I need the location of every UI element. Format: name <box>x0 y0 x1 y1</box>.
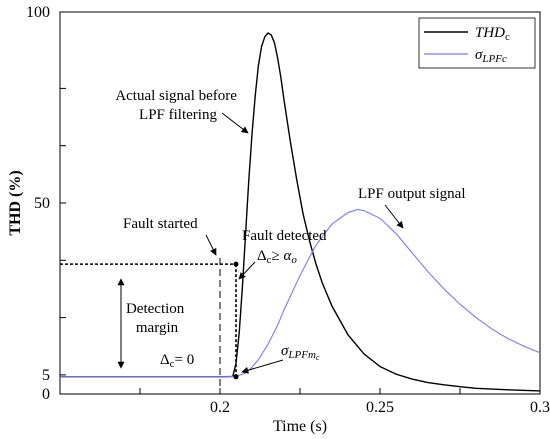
event-markers <box>233 261 239 380</box>
legend-label-thd: THDc <box>475 25 510 43</box>
annotation-fault-detected: Fault detected <box>242 228 327 244</box>
x-tick-label-2: 0.3 <box>530 399 550 416</box>
annotation-lpf-output: LPF output signal <box>358 186 466 202</box>
x-tick-label-1: 0.25 <box>366 399 394 416</box>
axis-ticks: 0.2 0.25 0.3 0 5 50 100 <box>26 4 550 416</box>
legend-box <box>418 17 536 69</box>
legend-label-lpf: σLPFc <box>475 47 507 65</box>
annotation-delta-ge-alpha: Δc≥ αo <box>257 248 297 266</box>
x-axis-label: Time (s) <box>273 418 327 435</box>
series-line-1 <box>60 208 541 378</box>
arrow-sigma-lpfm <box>241 359 284 374</box>
y-tick-label-1: 5 <box>42 367 50 384</box>
plot-frame <box>59 11 541 395</box>
y-tick-label-3: 100 <box>26 4 50 21</box>
arrow-actual-signal <box>221 112 249 134</box>
y-tick-label-2: 50 <box>34 195 50 212</box>
annotation-sigma-lpfm: σLPFmc <box>281 343 320 362</box>
lpf-min-point <box>233 374 239 380</box>
legend: THDc σLPFc <box>418 17 536 69</box>
arrow-lpf-output <box>384 204 404 229</box>
annotation-fault-started: Fault started <box>123 216 198 232</box>
detection-point <box>233 261 239 267</box>
y-axis-label: THD (%) <box>7 170 24 235</box>
data-series <box>60 32 541 392</box>
y-tick-label-0: 0 <box>42 386 50 403</box>
arrow-fault-started <box>205 234 217 256</box>
annotation-actual-signal: Actual signal before LPF filtering <box>115 88 240 123</box>
arrow-fault-detected <box>238 261 256 280</box>
reference-lines <box>60 258 237 394</box>
annotation-delta-eq-zero: Δc= 0 <box>160 352 194 370</box>
annotation-detection-margin: Detection margin <box>126 301 188 336</box>
series-line-0 <box>60 32 541 392</box>
x-tick-label-0: 0.2 <box>210 399 230 416</box>
